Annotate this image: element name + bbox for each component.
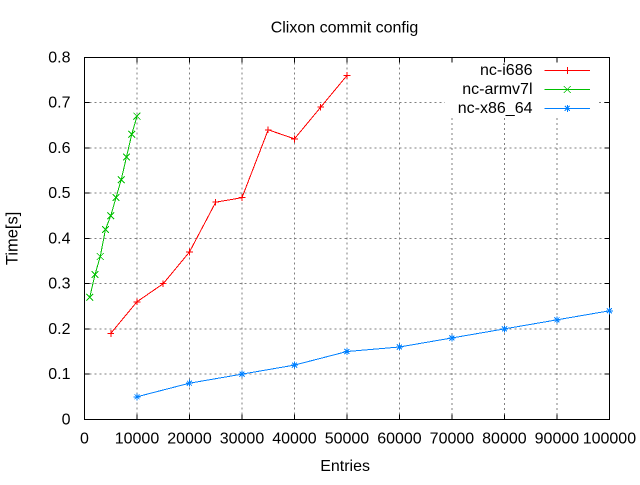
svg-text:90000: 90000 [535, 431, 580, 448]
svg-text:10000: 10000 [115, 431, 160, 448]
svg-text:80000: 80000 [482, 431, 527, 448]
svg-text:60000: 60000 [377, 431, 422, 448]
svg-text:Time[s]: Time[s] [4, 212, 22, 265]
svg-text:Clixon commit config: Clixon commit config [271, 19, 419, 36]
svg-text:0.3: 0.3 [48, 276, 70, 293]
svg-text:Entries: Entries [320, 458, 370, 475]
svg-text:100000: 100000 [583, 431, 636, 448]
svg-text:40000: 40000 [272, 431, 317, 448]
svg-text:0.5: 0.5 [48, 185, 70, 202]
svg-text:0: 0 [62, 411, 71, 428]
svg-text:0.7: 0.7 [48, 95, 70, 112]
svg-text:nc-x86_64: nc-x86_64 [458, 100, 533, 117]
svg-text:30000: 30000 [220, 431, 265, 448]
svg-text:0: 0 [80, 431, 89, 448]
svg-text:0.2: 0.2 [48, 321, 70, 338]
svg-text:nc-i686: nc-i686 [480, 62, 533, 79]
svg-text:nc-armv7l: nc-armv7l [462, 81, 532, 98]
svg-text:0.1: 0.1 [48, 366, 70, 383]
svg-text:20000: 20000 [167, 431, 212, 448]
svg-text:0.8: 0.8 [48, 49, 70, 66]
svg-text:0.4: 0.4 [48, 230, 70, 247]
svg-text:70000: 70000 [430, 431, 475, 448]
svg-text:0.6: 0.6 [48, 140, 70, 157]
svg-text:50000: 50000 [325, 431, 370, 448]
